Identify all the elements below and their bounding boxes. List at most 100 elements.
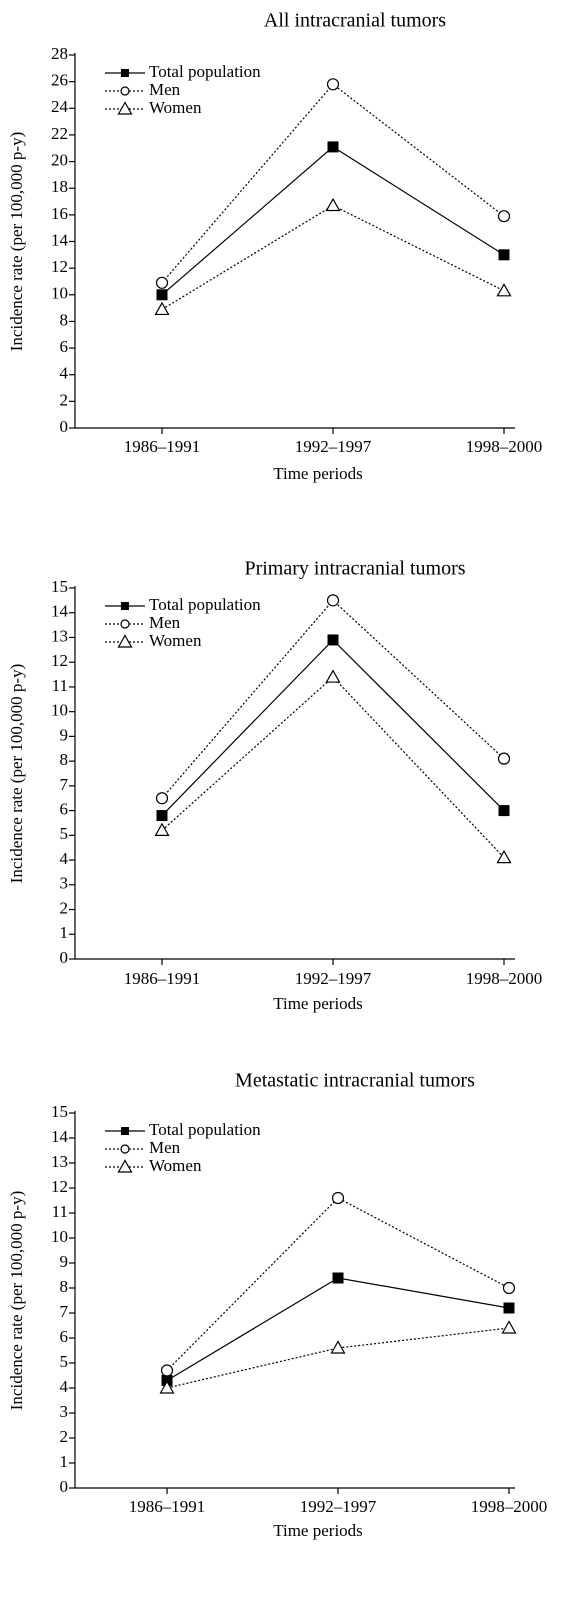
data-point [498,805,510,817]
y-tick-label: 2 [60,390,69,409]
y-tick-label: 11 [52,676,68,695]
series-line [166,1327,510,1389]
y-tick-label: 3 [60,874,69,893]
y-tick-label: 3 [60,1402,69,1421]
y-tick-label: 8 [60,1277,69,1296]
y-tick-label: 13 [51,1152,68,1171]
y-tick-label: 6 [60,337,69,356]
data-point [154,301,170,316]
y-tick-label: 8 [60,310,69,329]
y-tick-label: 12 [51,1177,68,1196]
data-point [155,792,169,805]
y-tick-label: 6 [60,1327,69,1346]
y-tick-label: 8 [60,750,69,769]
data-point [498,249,510,261]
y-tick-label: 14 [51,602,69,621]
legend-marker [117,101,133,115]
x-tick-label: 1986–1991 [124,437,201,456]
data-point [156,810,168,822]
x-tick-label: 1992–1997 [295,969,372,988]
y-tick-label: 26 [51,71,68,90]
legend-marker [117,634,133,648]
y-tick-label: 9 [60,1252,69,1271]
y-tick-label: 16 [51,204,68,223]
x-tick-label: 1986–1991 [124,969,201,988]
legend-marker [121,69,129,77]
legend-marker [120,86,130,96]
series-line [161,676,505,859]
series-line [166,1277,510,1382]
y-tick-label: 12 [51,257,68,276]
y-tick-label: 20 [51,150,68,169]
y-tick-label: 0 [60,1477,69,1496]
legend-label: Total population [149,1120,261,1139]
chart-title: All intracranial tumors [264,10,446,32]
y-tick-label: 12 [51,651,68,670]
y-tick-label: 4 [60,849,69,868]
data-point [327,141,339,153]
y-tick-label: 15 [51,577,68,596]
y-tick-label: 5 [60,1352,69,1371]
data-point [326,594,340,607]
y-tick-label: 22 [51,124,68,143]
y-tick-label: 10 [51,1227,68,1246]
y-tick-label: 24 [51,97,69,116]
legend-label: Total population [149,595,261,614]
legend-marker [120,619,130,629]
legend-marker [121,602,129,610]
y-axis-label: Incidence rate (per 100,000 p-y) [7,132,26,351]
y-axis-label: Incidence rate (per 100,000 p-y) [7,1191,26,1410]
y-tick-label: 14 [51,230,69,249]
legend-label: Women [149,631,202,650]
data-point [330,1340,346,1354]
x-axis-label: Time periods [273,1521,363,1540]
data-point [503,1302,515,1314]
chart-title: Primary intracranial tumors [244,558,465,580]
y-tick-label: 5 [60,824,69,843]
y-tick-label: 11 [52,1202,68,1221]
y-tick-label: 1 [60,1452,69,1471]
y-tick-label: 28 [51,44,68,63]
series-line [161,83,505,284]
data-point [331,1191,345,1205]
data-point [496,283,512,297]
y-tick-label: 15 [51,1102,68,1121]
data-point [155,276,169,289]
x-tick-label: 1992–1997 [300,1497,377,1516]
data-point [502,1281,516,1295]
data-point [496,849,512,864]
y-tick-label: 2 [60,898,69,917]
y-tick-label: 4 [60,364,69,383]
legend-label: Men [149,1138,181,1157]
data-point [326,78,340,91]
data-point [332,1272,344,1284]
legend-marker [117,1159,133,1173]
x-tick-label: 1986–1991 [129,1497,206,1516]
y-tick-label: 0 [60,948,69,967]
series-line [161,204,505,310]
y-tick-label: 18 [51,177,68,196]
y-tick-label: 9 [60,725,69,744]
data-point [159,1380,175,1394]
series-line [161,599,505,799]
data-point [501,1320,517,1334]
x-axis-label: Time periods [273,994,363,1013]
legend-label: Women [149,98,202,117]
y-tick-label: 0 [60,417,69,436]
x-tick-label: 1998–2000 [466,437,543,456]
x-axis-label: Time periods [273,464,363,483]
x-tick-label: 1998–2000 [466,969,543,988]
data-point [325,197,341,212]
legend-label: Total population [149,62,261,81]
x-tick-label: 1998–2000 [471,1497,548,1516]
legend-marker [121,1127,129,1135]
legend-label: Women [149,1156,202,1175]
y-tick-label: 7 [60,1302,69,1321]
series-line [166,1197,510,1371]
legend-marker [120,1144,130,1154]
y-axis-label: Incidence rate (per 100,000 p-y) [7,664,26,883]
y-tick-label: 1 [60,923,69,942]
y-tick-label: 7 [60,775,69,794]
